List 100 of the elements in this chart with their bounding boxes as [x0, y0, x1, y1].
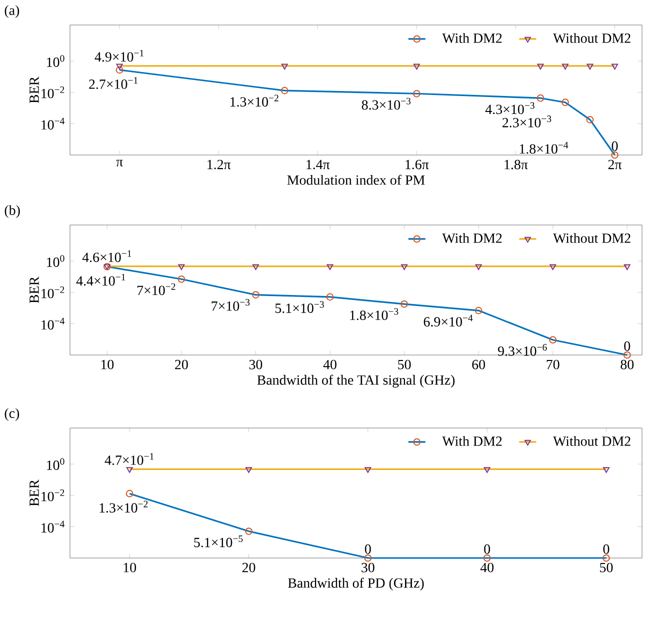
data-label: 1.8×10$^{−3}$	[350, 308, 398, 320]
point	[364, 467, 372, 473]
data-label: 0	[484, 544, 490, 554]
point	[475, 264, 482, 270]
point	[178, 264, 185, 270]
point	[281, 64, 288, 70]
point	[364, 554, 372, 562]
legend-label: With DM2	[442, 33, 502, 43]
data-label: 0	[612, 141, 618, 151]
y-tick-label: 10$^{0}$	[47, 255, 64, 267]
point	[126, 467, 133, 473]
point	[401, 264, 408, 270]
data-label: 5.1×10$^{−3}$	[275, 301, 324, 314]
y-tick-label: 10$^{−4}$	[42, 520, 65, 533]
x-tick-label: 2π	[608, 160, 622, 170]
x-tick-label: 20	[242, 562, 256, 572]
point	[602, 554, 610, 562]
y-axis-title: BER	[30, 479, 39, 506]
data-label: 4.7×10$^{−1}$	[104, 453, 154, 465]
x-axis-title: Bandwidth of the TAI signal (GHz)	[257, 374, 455, 388]
data-label: 4.9×10$^{−1}$	[94, 50, 144, 62]
y-tick-label: 10$^{−2}$	[42, 86, 64, 98]
legend-label: Without DM2	[553, 33, 630, 43]
x-tick-label: 30	[249, 360, 262, 370]
point	[252, 291, 260, 298]
data-label: 5.1×10$^{−5}$	[194, 535, 243, 548]
legend-label: Without DM2	[553, 436, 630, 446]
point	[116, 66, 124, 74]
x-tick-label: 70	[546, 360, 560, 370]
x-tick-label: 30	[362, 562, 374, 572]
point	[280, 86, 288, 94]
legend-label: With DM2	[442, 233, 502, 243]
x-tick-label: 40	[323, 360, 336, 370]
data-label: 4.4×10$^{−1}$	[76, 274, 126, 286]
point	[562, 64, 568, 70]
legend-label: With DM2	[442, 436, 502, 446]
y-tick-label: 10$^{0}$	[47, 55, 64, 67]
x-tick-label: 1.2π	[208, 160, 231, 170]
point	[245, 528, 252, 535]
point	[126, 490, 134, 498]
data-label: 1.3×10$^{−2}$	[230, 94, 278, 107]
point	[549, 336, 557, 344]
point	[252, 264, 259, 270]
data-label: 9.3×10$^{−6}$	[498, 344, 547, 356]
point	[586, 64, 594, 70]
point	[178, 275, 186, 283]
point	[586, 116, 594, 124]
point	[537, 64, 544, 70]
data-label: 4.3×10$^{−3}$	[485, 102, 534, 114]
point	[484, 467, 490, 473]
x-tick-label: π	[116, 160, 123, 166]
x-tick-label: 10	[101, 360, 114, 370]
point	[536, 94, 544, 102]
data-label: 4.6×10$^{−1}$	[82, 250, 132, 262]
point	[413, 64, 420, 70]
point	[550, 264, 556, 270]
data-label: 0	[603, 544, 610, 554]
x-tick-label: 20	[175, 360, 188, 370]
y-tick-label: 10$^{−4}$	[42, 118, 65, 130]
point	[474, 306, 482, 314]
x-tick-label: 1.4π	[306, 160, 330, 170]
point	[326, 293, 334, 301]
data-label: 2.7×10$^{−1}$	[89, 77, 138, 89]
point	[562, 98, 569, 106]
y-axis-title: BER	[30, 76, 39, 104]
point	[400, 300, 408, 308]
data-label: 2.3×10$^{−3}$	[502, 116, 552, 128]
x-tick-label: 1.6π	[406, 160, 429, 170]
point	[483, 554, 491, 562]
point	[412, 90, 420, 98]
data-label: 1.3×10$^{−2}$	[100, 500, 148, 513]
point	[623, 351, 631, 359]
x-tick-label: 50	[600, 562, 613, 572]
x-tick-label: 10	[124, 562, 136, 572]
x-axis-title: Modulation index of PM	[287, 174, 425, 185]
data-label: 7×10$^{−2}$	[137, 283, 176, 296]
x-tick-label: 60	[472, 360, 486, 370]
y-tick-label: 10$^{0}$	[47, 458, 64, 470]
data-label: 8.3×10$^{−3}$	[362, 98, 411, 110]
x-tick-label: 1.8π	[504, 160, 528, 170]
point	[326, 264, 334, 270]
x-tick-label: 40	[480, 562, 494, 572]
point	[116, 64, 123, 70]
y-axis-title: BER	[30, 276, 39, 304]
data-label: 0	[364, 544, 371, 554]
chart-title: (b)	[4, 205, 20, 218]
legend-label: Without DM2	[553, 233, 630, 243]
point	[602, 467, 610, 473]
point	[624, 264, 630, 270]
data-label: 0	[624, 341, 630, 351]
data-label: 7×10$^{−3}$	[212, 298, 250, 311]
y-tick-label: 10$^{−2}$	[42, 489, 64, 502]
data-label: 1.8×10$^{−4}$	[520, 142, 568, 154]
x-tick-label: 80	[620, 360, 634, 370]
chart-title: (c)	[4, 408, 20, 421]
y-tick-label: 10$^{−2}$	[42, 286, 64, 298]
x-tick-label: 50	[398, 360, 411, 370]
point	[612, 64, 618, 70]
x-axis-title: Bandwidth of PD (GHz)	[288, 578, 424, 591]
y-tick-label: 10$^{−4}$	[42, 318, 65, 330]
